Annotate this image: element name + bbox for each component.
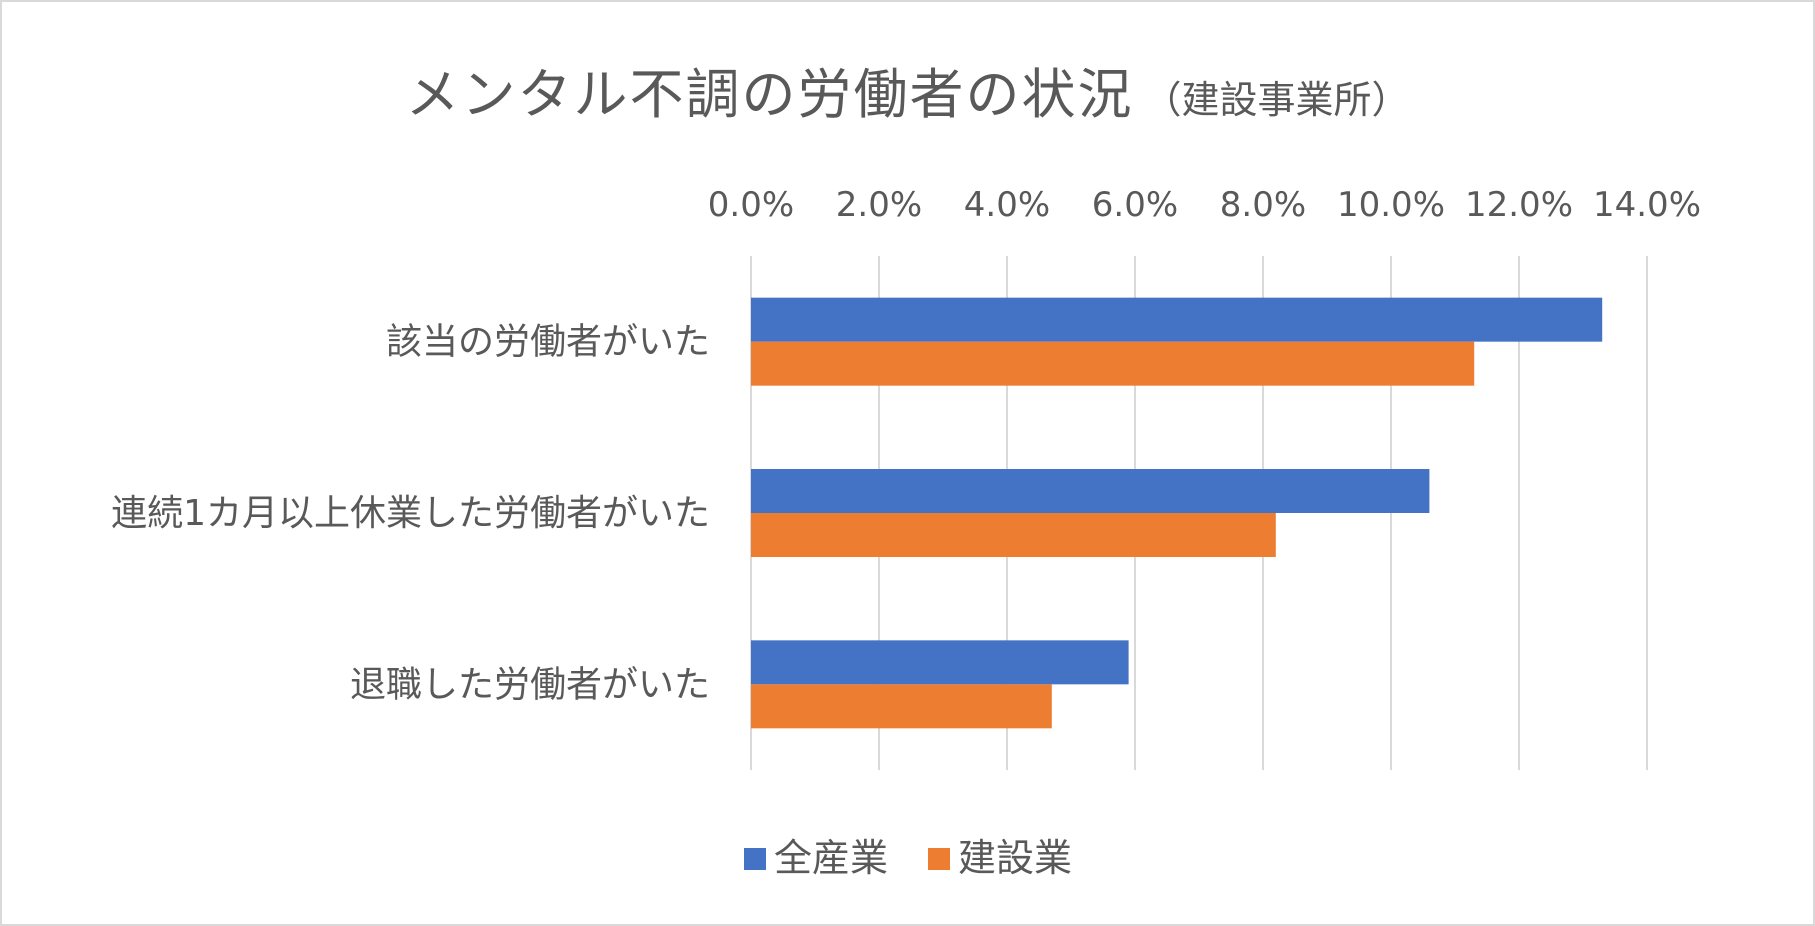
category-label: 退職した労働者がいた: [350, 664, 710, 705]
legend-label: 全産業: [774, 836, 888, 880]
x-tick-label: 2.0%: [836, 185, 922, 225]
chart-subtitle: （建設事業所）: [1143, 78, 1410, 122]
x-tick-label: 0.0%: [708, 185, 794, 225]
legend-swatch: [928, 848, 950, 870]
bar: [751, 341, 1475, 386]
category-label: 連続1カ月以上休業した労働者がいた: [111, 493, 710, 534]
legend-swatch: [744, 848, 766, 870]
chart-title-main: メンタル不調の労働者の状況: [405, 63, 1134, 126]
bar: [751, 640, 1129, 685]
legend-label: 建設業: [958, 836, 1072, 880]
bar: [751, 297, 1603, 342]
x-tick-label: 4.0%: [964, 185, 1050, 225]
x-tick-label: 6.0%: [1092, 185, 1178, 225]
x-tick-label: 8.0%: [1220, 185, 1306, 225]
bar: [751, 513, 1276, 557]
chart-title: メンタル不調の労働者の状況 （建設事業所）: [2, 50, 1813, 129]
x-tick-label: 12.0%: [1465, 185, 1573, 225]
x-tick-label: 10.0%: [1337, 185, 1445, 225]
category-label: 該当の労働者がいた: [386, 322, 710, 363]
bar: [751, 684, 1052, 729]
x-tick-label: 14.0%: [1593, 185, 1701, 225]
bar: [751, 469, 1430, 513]
